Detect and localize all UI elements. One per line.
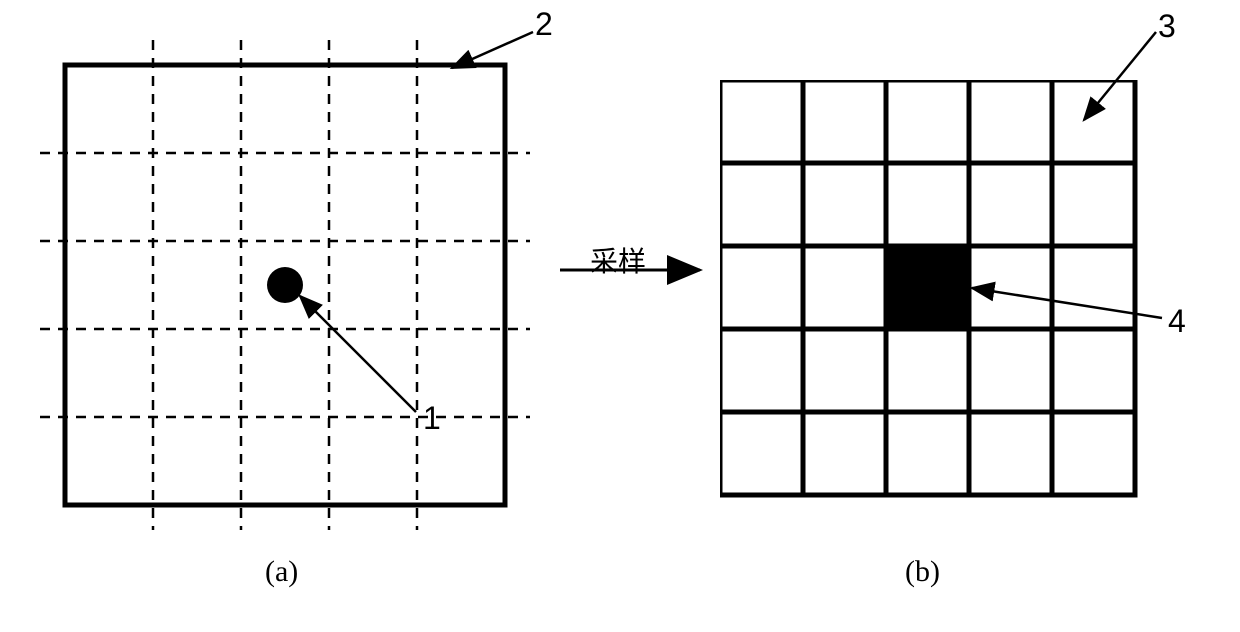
annotation-label-4: 4 xyxy=(1168,303,1186,340)
caption-b: (b) xyxy=(905,555,940,589)
annotation-label-2: 2 xyxy=(535,6,553,43)
annotation-label-3: 3 xyxy=(1158,8,1176,45)
caption-a: (a) xyxy=(265,555,298,589)
annotation-arrows xyxy=(0,0,1240,632)
annotation-label-1: 1 xyxy=(423,400,441,437)
